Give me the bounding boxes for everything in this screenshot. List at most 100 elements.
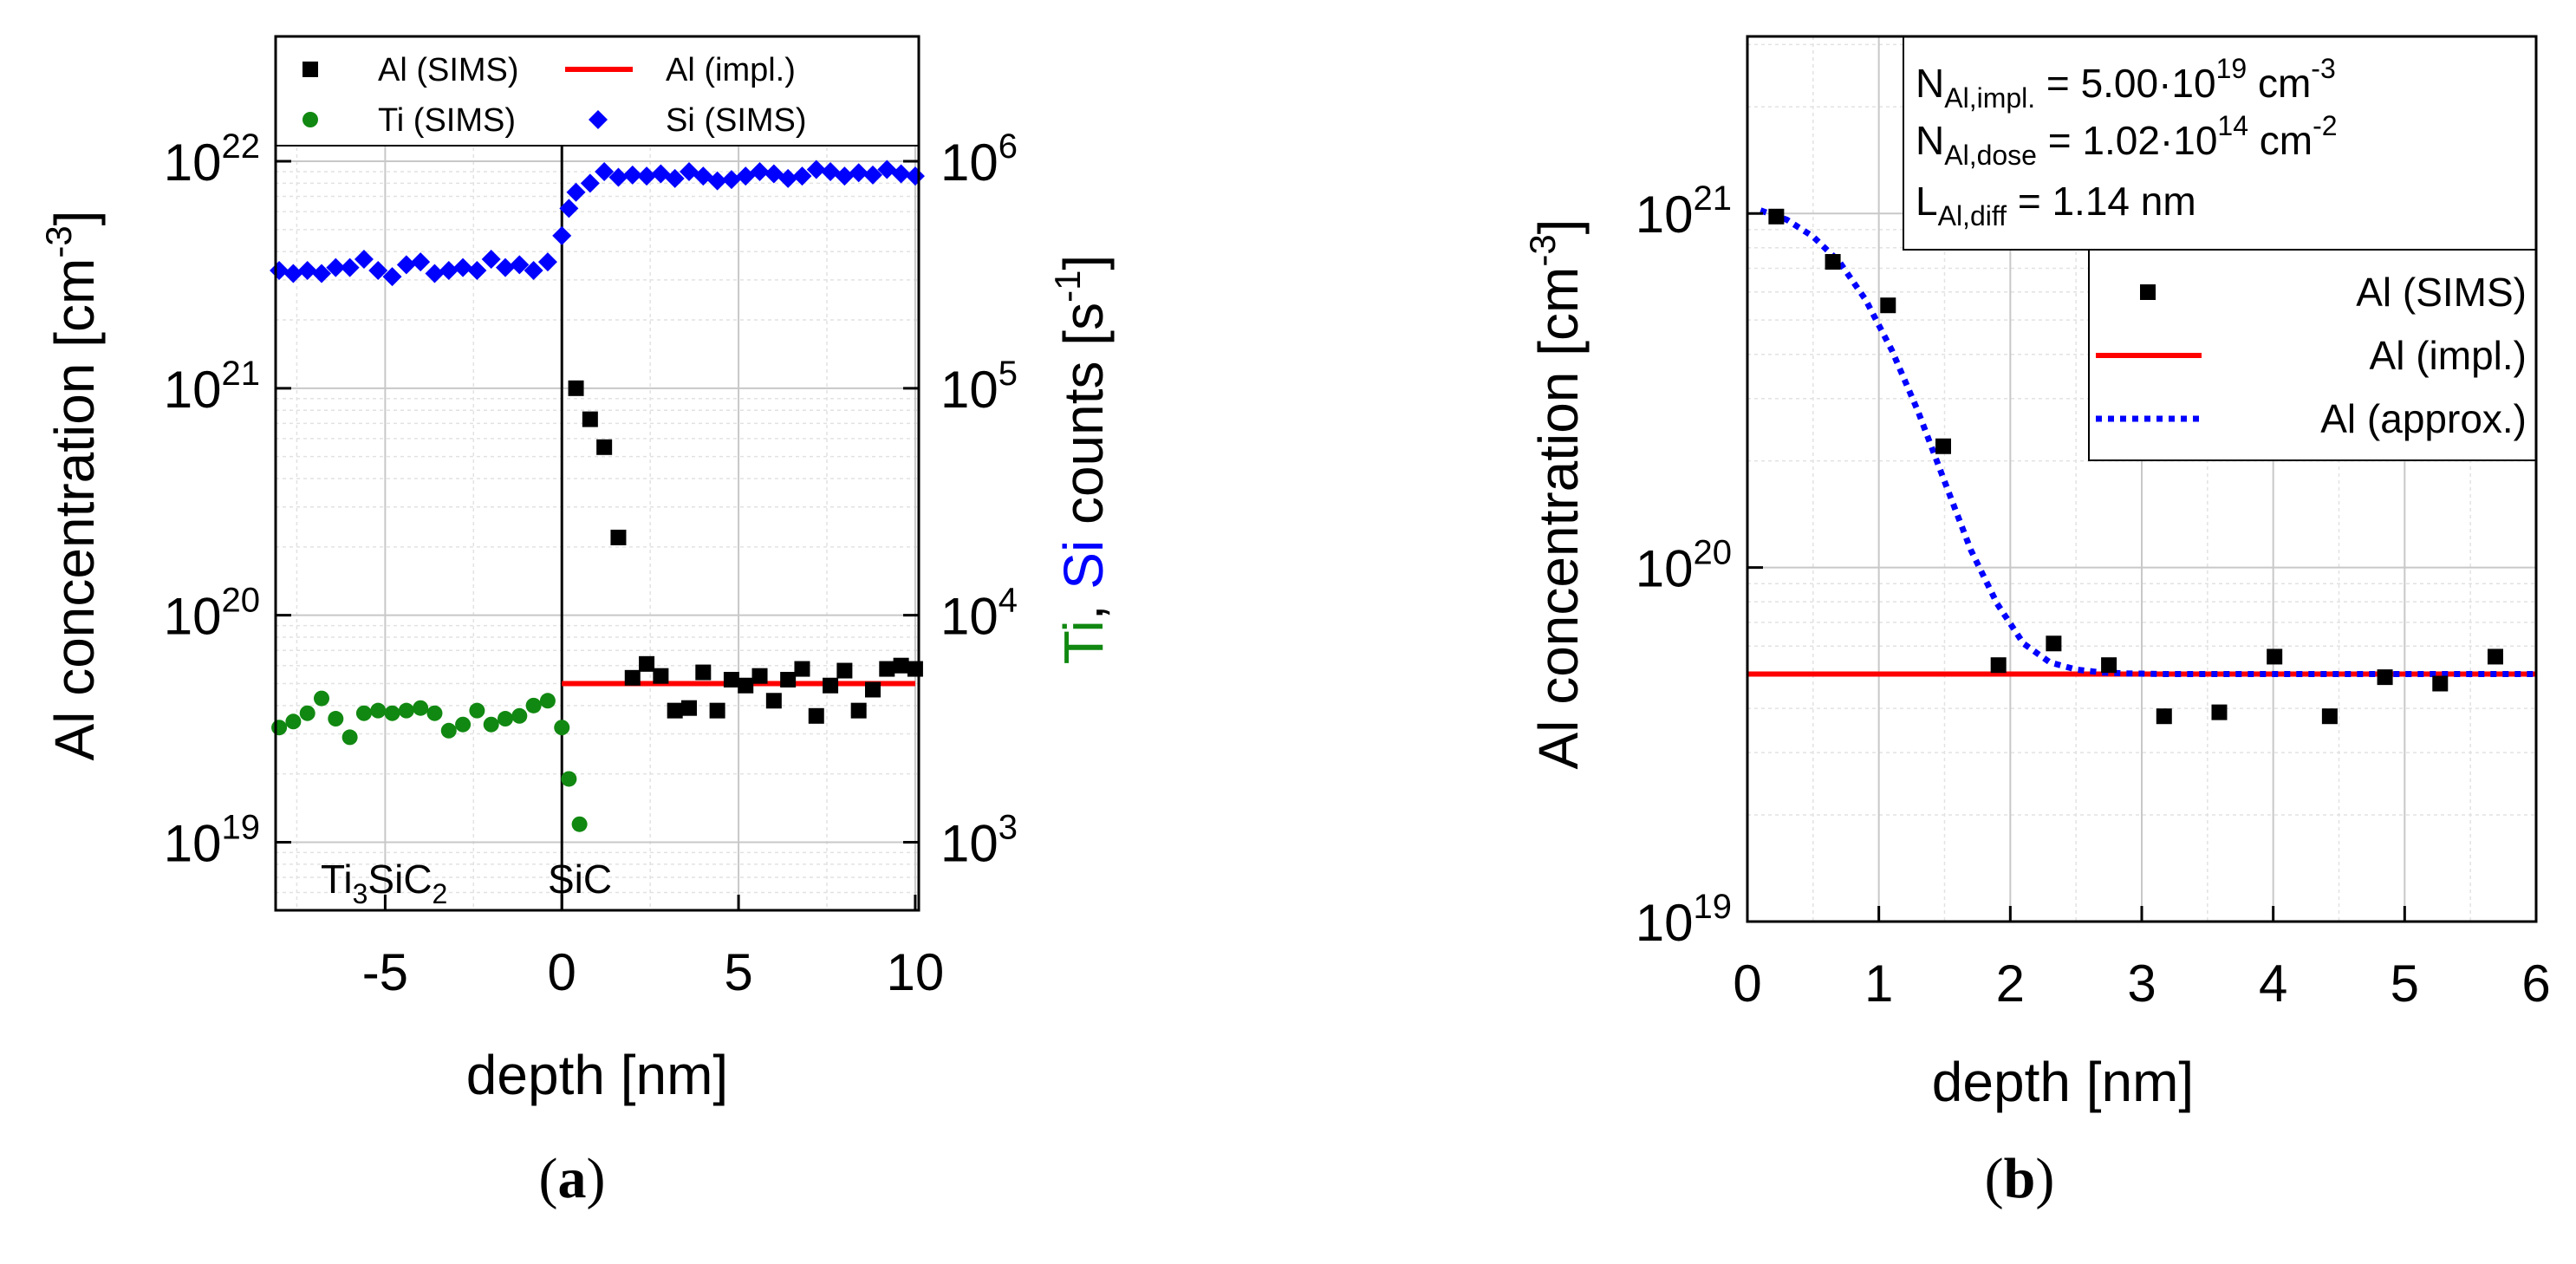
- al-sims-point: [836, 662, 853, 679]
- panel-b-label: (b): [1984, 1147, 2055, 1210]
- ti-sims-point: [355, 705, 372, 721]
- y-axis-title: Al concentration [cm-3]: [38, 211, 106, 761]
- al-sims-point: [794, 661, 810, 677]
- parameter-1: NAl,impl. = 5.00·1019 cm-3: [1916, 53, 2336, 114]
- si-sims-point: [750, 161, 770, 181]
- al-sims-point: [850, 702, 867, 719]
- si-sims-point: [382, 267, 402, 287]
- ti-sims-point: [413, 700, 429, 716]
- al-sims-point: [709, 702, 725, 719]
- si-sims-point: [559, 199, 579, 218]
- y-tick-label: 1019: [1636, 888, 1732, 952]
- ti-sims-point: [299, 705, 315, 721]
- x-tick-label: 10: [887, 943, 945, 1001]
- si-sims-point: [552, 225, 572, 245]
- si-sims-point: [651, 164, 671, 184]
- legend-label: Al (approx.): [2320, 396, 2527, 441]
- si-sims-point: [326, 257, 346, 277]
- region-label-sic: SiC: [548, 857, 612, 902]
- si-sims-point: [580, 173, 600, 193]
- legend-label: Al (impl.): [2370, 333, 2527, 378]
- si-sims-point: [849, 163, 868, 183]
- y-tick-label: 1020: [1636, 534, 1732, 598]
- si-sims-point: [835, 166, 855, 186]
- al-approx-curve: [1759, 207, 2536, 678]
- si-sims-point: [340, 257, 360, 277]
- x-tick-label: 6: [2521, 955, 2550, 1013]
- ti-sims-point: [455, 716, 472, 733]
- al-sims-point: [2046, 635, 2062, 652]
- si-sims-point: [396, 255, 416, 275]
- si-sims-point: [806, 160, 826, 179]
- si-sims-point: [622, 165, 642, 185]
- al-sims-point: [2156, 708, 2172, 725]
- al-sims-point: [2267, 648, 2283, 665]
- si-sims-point: [453, 257, 473, 277]
- ti-sims-point: [571, 816, 588, 832]
- y-tick-label: 1019: [164, 808, 260, 872]
- y-tick-label: 1021: [1636, 179, 1732, 244]
- si-sims-point: [467, 261, 487, 281]
- si-sims-point: [439, 261, 459, 281]
- legend-marker: [2140, 284, 2156, 300]
- al-sims-point: [2211, 704, 2228, 720]
- legend-box: [275, 36, 920, 147]
- legend-label: Ti (SIMS): [378, 102, 516, 139]
- ti-sims-point: [271, 720, 288, 736]
- si-sims-point: [411, 252, 431, 272]
- y-axis-title: Al concentration [cm-3]: [1522, 219, 1590, 770]
- legend-label: Si (SIMS): [666, 102, 807, 139]
- parameter-box: [1903, 36, 2537, 251]
- ti-sims-point: [342, 729, 358, 746]
- parameter-2: NAl,dose = 1.02·1014 cm-2: [1916, 110, 2338, 171]
- ti-sims-point: [328, 711, 344, 727]
- y2-axis-title: Ti, Si counts [s-1]: [1047, 255, 1115, 664]
- ti-sims-point: [525, 697, 542, 713]
- parameter-3: LAl,diff = 1.14 nm: [1916, 179, 2196, 231]
- region-label-ti3sic2: Ti3SiC2: [321, 857, 447, 909]
- si-sims-point: [354, 250, 374, 270]
- al-sims-point: [582, 411, 598, 427]
- si-sims-point: [297, 261, 317, 281]
- x-tick-label: 0: [1733, 955, 1761, 1013]
- x-tick-label: 4: [2259, 955, 2287, 1013]
- si-sims-point: [312, 264, 331, 283]
- legend-marker: [302, 62, 318, 77]
- y-tick-label: 1022: [164, 127, 260, 192]
- al-sims-point: [907, 661, 923, 677]
- si-sims-point: [496, 257, 515, 277]
- al-sims-point: [2101, 657, 2117, 674]
- x-tick-label: 3: [2127, 955, 2156, 1013]
- si-sims-point: [721, 170, 741, 190]
- al-sims-point: [667, 702, 683, 719]
- si-sims-point: [637, 166, 657, 186]
- ti-sims-point: [440, 722, 457, 739]
- al-sims-point: [1935, 438, 1951, 454]
- y-tick-label: 1021: [164, 355, 260, 419]
- al-sims-point: [1825, 254, 1841, 270]
- ti-sims-point: [561, 771, 577, 787]
- si-sims-point: [778, 168, 798, 188]
- ti-sims-point: [483, 716, 499, 733]
- ti-sims-point: [469, 702, 485, 719]
- al-sims-point: [1768, 208, 1785, 225]
- si-sims-point: [665, 168, 685, 188]
- al-sims-point: [879, 661, 895, 677]
- y-tick-label: 1020: [164, 582, 260, 646]
- si-sims-point: [707, 171, 727, 191]
- x-tick-label: 2: [1996, 955, 2025, 1013]
- al-sims-point: [808, 707, 824, 724]
- x-axis-title: depth [nm]: [466, 1044, 728, 1106]
- al-sims-point: [765, 693, 782, 709]
- ti-sims-point: [426, 705, 443, 721]
- x-tick-label: 1: [1864, 955, 1893, 1013]
- y2-tick-label: 103: [940, 808, 1018, 872]
- legend-label: Al (impl.): [666, 52, 796, 88]
- al-sims-point: [568, 380, 584, 396]
- legend-marker: [302, 112, 318, 127]
- x-tick-label: -5: [362, 943, 408, 1001]
- si-sims-point: [608, 167, 628, 187]
- ti-sims-point: [370, 702, 387, 719]
